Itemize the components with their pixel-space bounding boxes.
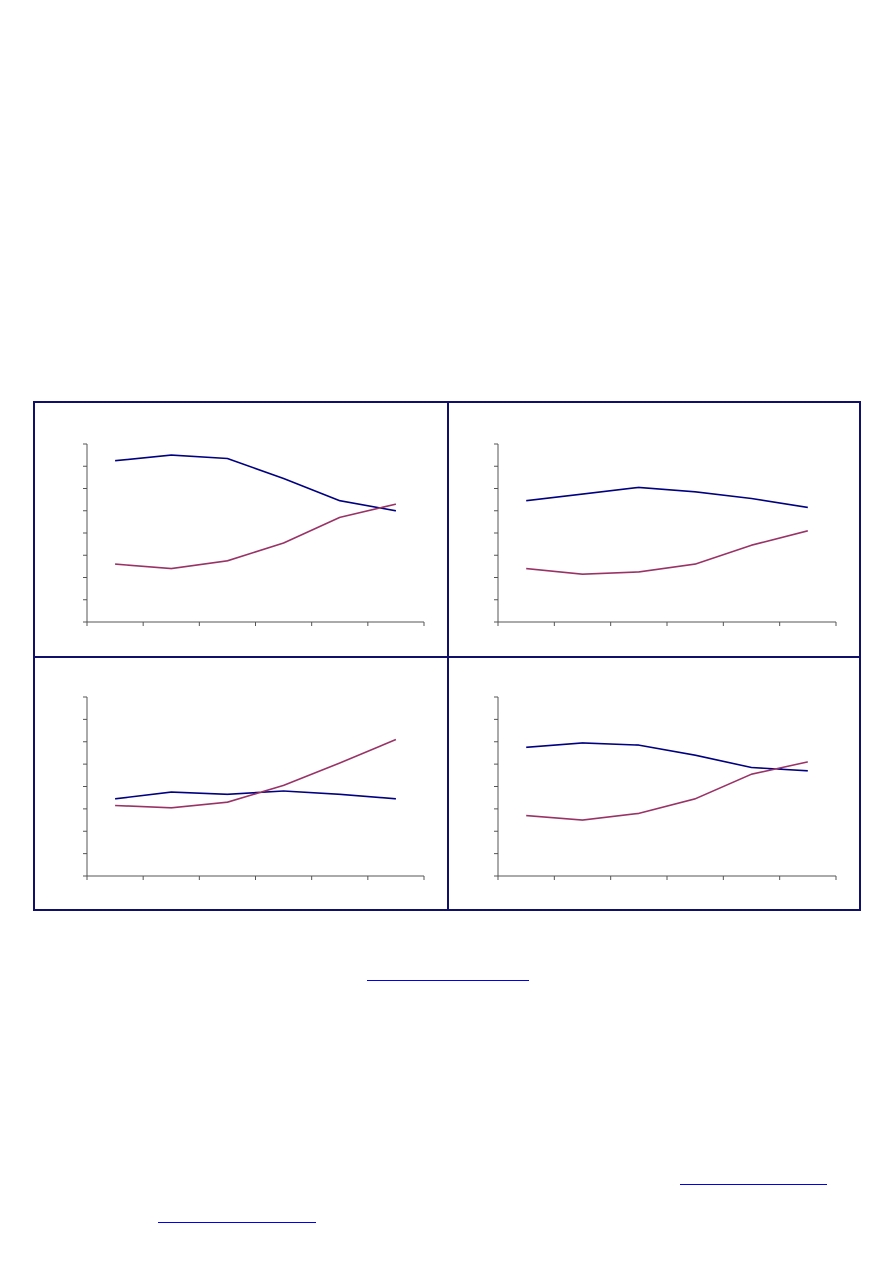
chart-4-series-2-line bbox=[526, 761, 808, 821]
chart-1-series-1-line bbox=[115, 454, 397, 512]
chart-3-series-1-line bbox=[115, 790, 396, 800]
panel-divider-horizontal bbox=[35, 656, 859, 658]
chart-4-series-1-line bbox=[526, 742, 808, 772]
chart-2-series-2-line bbox=[526, 530, 808, 576]
hyperlink-underline-1[interactable] bbox=[367, 980, 529, 981]
chart-2-series-1-line bbox=[526, 486, 808, 509]
chart-panel-grid bbox=[33, 401, 861, 911]
hyperlink-underline-2[interactable] bbox=[680, 1184, 827, 1185]
hyperlink-underline-3[interactable] bbox=[158, 1222, 316, 1223]
chart-1-series-2-line bbox=[115, 503, 397, 570]
chart-3-series-2-line bbox=[115, 738, 397, 809]
